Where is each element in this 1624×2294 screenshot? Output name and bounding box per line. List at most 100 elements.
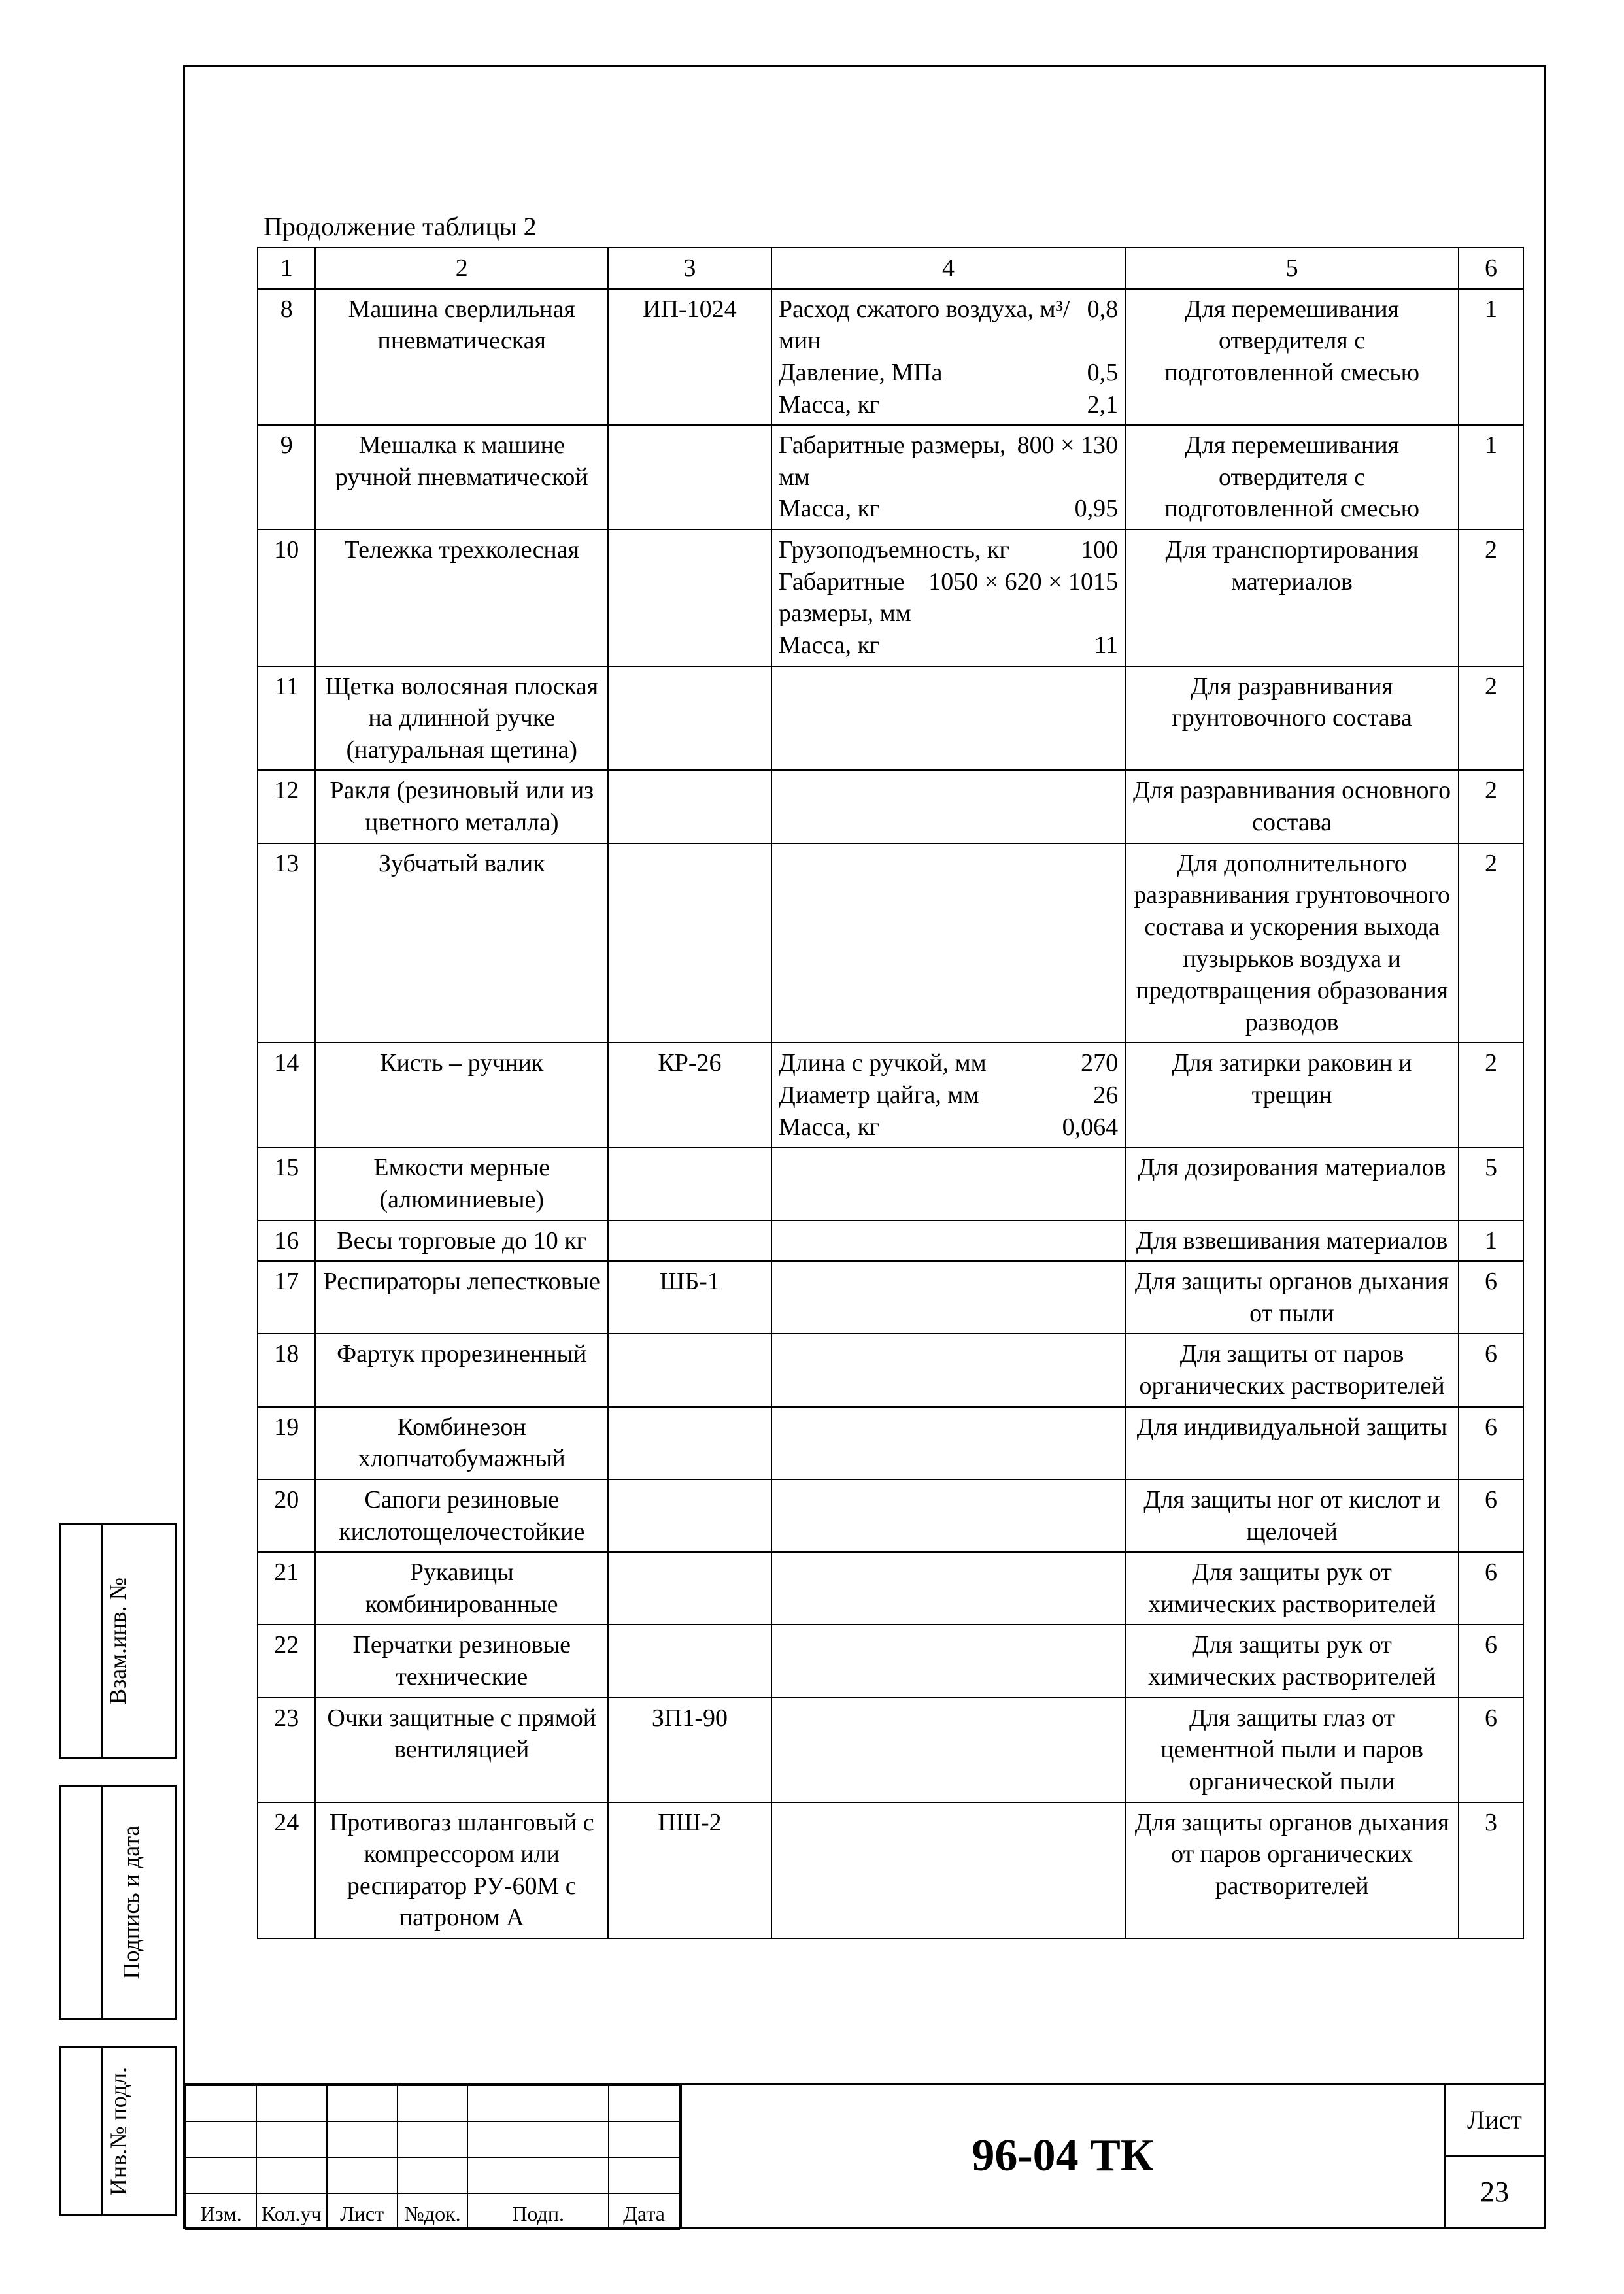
item-purpose: Для защиты глаз от цементной пыли и паро…: [1125, 1698, 1459, 1802]
item-name: Перчатки резиновые технические: [315, 1625, 608, 1697]
row-number: 15: [258, 1147, 315, 1220]
col-header: 5: [1125, 248, 1459, 289]
col-header: 4: [771, 248, 1125, 289]
stamp-label: Взам.инв. №: [104, 1577, 131, 1704]
item-code: [608, 666, 771, 771]
item-purpose: Для защиты рук от химических растворител…: [1125, 1552, 1459, 1625]
item-name: Ракля (резиновый или из цветного металла…: [315, 770, 608, 843]
item-specs: [771, 1479, 1125, 1552]
item-purpose: Для защиты органов дыхания от пыли: [1125, 1261, 1459, 1334]
item-code: [608, 1407, 771, 1479]
col-header: 1: [258, 248, 315, 289]
item-specs: [771, 1802, 1125, 1939]
row-number: 14: [258, 1043, 315, 1147]
table-row: 16Весы торговые до 10 кгДля взвешивания …: [258, 1221, 1523, 1262]
stamp-label: Инв.№ подл.: [105, 2067, 132, 2195]
item-specs: Длина с ручкой, мм270Диаметр цайга, мм26…: [771, 1043, 1125, 1147]
rev-col: Изм.: [186, 2193, 256, 2229]
row-number: 9: [258, 425, 315, 530]
row-number: 11: [258, 666, 315, 771]
table-row: 21Рукавицы комбинированныеДля защиты рук…: [258, 1552, 1523, 1625]
side-stamps: Взам.инв. № Подпись и дата Инв.№ подл.: [59, 1523, 177, 2229]
table-header-row: 1 2 3 4 5 6: [258, 248, 1523, 289]
col-header: 2: [315, 248, 608, 289]
table-row: 8Машина сверлильная пневматическаяИП-102…: [258, 289, 1523, 426]
item-purpose: Для затирки раковин и трещин: [1125, 1043, 1459, 1147]
item-qty: 1: [1459, 1221, 1523, 1262]
item-purpose: Для дополнительного разравнивания грунто…: [1125, 843, 1459, 1043]
item-code: ИП-1024: [608, 289, 771, 426]
item-purpose: Для перемешивания отвердителя с подготов…: [1125, 289, 1459, 426]
item-code: [608, 530, 771, 666]
row-number: 8: [258, 289, 315, 426]
item-qty: 2: [1459, 530, 1523, 666]
item-name: Противогаз шланговый с компрессором или …: [315, 1802, 608, 1939]
item-specs: [771, 1407, 1125, 1479]
item-purpose: Для защиты органов дыхания от паров орга…: [1125, 1802, 1459, 1939]
item-specs: [771, 1147, 1125, 1220]
row-number: 23: [258, 1698, 315, 1802]
equipment-table: 1 2 3 4 5 6 8Машина сверлильная пневмати…: [257, 247, 1524, 1939]
item-purpose: Для разравнивания основного состава: [1125, 770, 1459, 843]
item-specs: [771, 1334, 1125, 1406]
item-specs: Габаритные размеры, мм800 × 130Масса, кг…: [771, 425, 1125, 530]
row-number: 20: [258, 1479, 315, 1552]
table-row: 12Ракля (резиновый или из цветного метал…: [258, 770, 1523, 843]
rev-col: Лист: [327, 2193, 398, 2229]
table-row: 11Щетка волосяная плоская на длинной руч…: [258, 666, 1523, 771]
table-row: 13Зубчатый валик Для дополнительного разр…: [258, 843, 1523, 1043]
table-row: 24Противогаз шланговый с компрессором ил…: [258, 1802, 1523, 1939]
item-specs: [771, 1698, 1125, 1802]
row-number: 17: [258, 1261, 315, 1334]
stamp-inv-podl: Инв.№ подл.: [59, 2046, 177, 2216]
rev-col: Кол.уч: [256, 2193, 327, 2229]
item-qty: 2: [1459, 666, 1523, 771]
content-area: Продолжение таблицы 2 1 2 3 4 5 6 8Машин…: [257, 211, 1524, 1939]
table-row: 9Мешалка к машине ручной пневматическойГ…: [258, 425, 1523, 530]
col-header: 3: [608, 248, 771, 289]
table-row: 15Емкости мерные (алюминиевые)Для дозиро…: [258, 1147, 1523, 1220]
drawing-frame: Продолжение таблицы 2 1 2 3 4 5 6 8Машин…: [183, 65, 1546, 2229]
item-qty: 6: [1459, 1625, 1523, 1697]
item-purpose: Для взвешивания материалов: [1125, 1221, 1459, 1262]
item-specs: [771, 843, 1125, 1043]
rev-col: №док.: [398, 2193, 468, 2229]
item-code: [608, 1334, 771, 1406]
title-block: Изм. Кол.уч Лист №док. Подп. Дата 96-04 …: [185, 2083, 1544, 2227]
sheet-box: Лист 23: [1446, 2085, 1544, 2227]
item-qty: 6: [1459, 1407, 1523, 1479]
item-qty: 1: [1459, 425, 1523, 530]
item-qty: 5: [1459, 1147, 1523, 1220]
item-qty: 2: [1459, 1043, 1523, 1147]
doc-number: 96-04 ТК: [682, 2085, 1446, 2227]
item-name: Комбинезон хлопчатобумажный: [315, 1407, 608, 1479]
item-name: Респираторы лепестковые: [315, 1261, 608, 1334]
table-caption: Продолжение таблицы 2: [257, 211, 1524, 242]
row-number: 19: [258, 1407, 315, 1479]
row-number: 12: [258, 770, 315, 843]
sheet-number: 23: [1446, 2157, 1544, 2227]
item-qty: 2: [1459, 843, 1523, 1043]
item-specs: [771, 666, 1125, 771]
stamp-vzam-inv: Взам.инв. №: [59, 1523, 177, 1759]
item-purpose: Для перемешивания отвердителя с подготов…: [1125, 425, 1459, 530]
sheet-label: Лист: [1446, 2085, 1544, 2157]
item-qty: 3: [1459, 1802, 1523, 1939]
item-purpose: Для защиты рук от химических растворител…: [1125, 1625, 1459, 1697]
item-name: Тележка трехколесная: [315, 530, 608, 666]
revision-grid: Изм. Кол.уч Лист №док. Подп. Дата: [185, 2085, 682, 2227]
item-qty: 6: [1459, 1698, 1523, 1802]
item-name: Зубчатый валик: [315, 843, 608, 1043]
table-row: 17Респираторы лепестковыеШБ-1Для защиты …: [258, 1261, 1523, 1334]
row-number: 13: [258, 843, 315, 1043]
table-row: 14Кисть – ручникКР-26Длина с ручкой, мм2…: [258, 1043, 1523, 1147]
item-specs: [771, 1221, 1125, 1262]
rev-col: Подп.: [467, 2193, 609, 2229]
row-number: 22: [258, 1625, 315, 1697]
row-number: 18: [258, 1334, 315, 1406]
page: Взам.инв. № Подпись и дата Инв.№ подл. П…: [0, 0, 1624, 2294]
item-specs: [771, 770, 1125, 843]
item-qty: 1: [1459, 289, 1523, 426]
item-specs: [771, 1261, 1125, 1334]
item-qty: 6: [1459, 1261, 1523, 1334]
